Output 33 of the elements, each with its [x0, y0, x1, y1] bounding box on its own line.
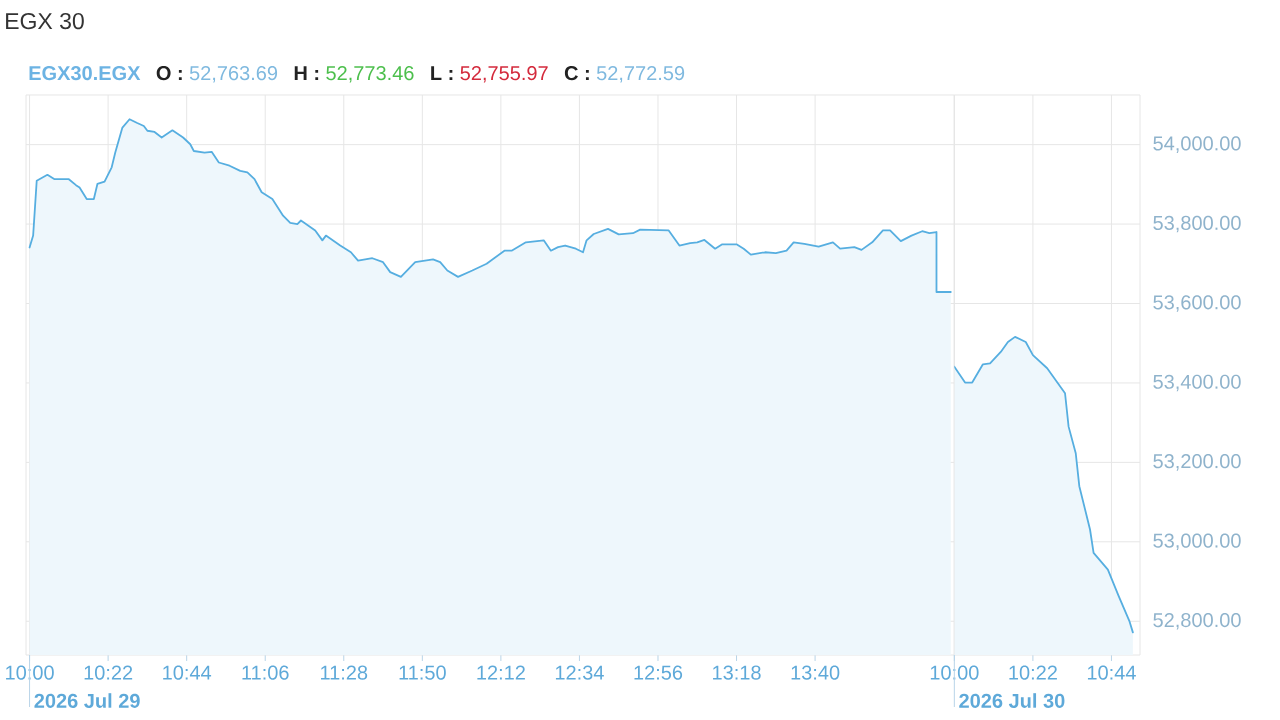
x-tick-label: 10:22: [1009, 665, 1057, 680]
chart-title: EGX 30: [6, 12, 84, 30]
text: 52,773.46: [326, 66, 414, 83]
y-tick-label: 53,800.00: [1153, 215, 1241, 233]
text: O :: [156, 66, 182, 81]
text: 2026 Jul 30: [959, 693, 1065, 708]
x-tick-label: 12:12: [477, 665, 525, 680]
x-tick-label: 13:18: [713, 665, 761, 680]
text: L :: [431, 66, 453, 80]
x-tick-label: 10:22: [84, 665, 133, 680]
x-tick-label: 13:40: [791, 665, 840, 680]
text: C :: [564, 66, 589, 81]
x-tick-label: 11:50: [399, 665, 446, 680]
y-tick-label: 53,400.00: [1153, 374, 1241, 392]
x-tick-label: 10:44: [163, 665, 212, 680]
y-tick-label: 54,000.00: [1153, 136, 1241, 153]
x-tick-label: 11:28: [321, 665, 368, 680]
y-tick-label: 53,200.00: [1153, 454, 1241, 471]
y-tick-label: 53,600.00: [1153, 295, 1241, 312]
x-tick-label: 10:00: [6, 665, 54, 680]
y-tick-label: 52,800.00: [1153, 612, 1241, 630]
text: 52,755.97: [460, 66, 548, 83]
text: 2026 Jul 29: [34, 693, 140, 708]
text: 52,772.59: [596, 66, 685, 83]
x-tick-label: 12:34: [555, 665, 604, 680]
y-tick-label: 53,000.00: [1153, 533, 1241, 551]
x-tick-label: 10:44: [1087, 665, 1136, 680]
x-tick-label: 12:56: [634, 665, 683, 680]
text: H :: [294, 66, 319, 80]
text: EGX30.EGX: [29, 66, 141, 81]
x-tick-label: 11:06: [242, 665, 289, 680]
text: 52,763.69: [189, 66, 278, 83]
x-tick-label: 10:00: [930, 665, 979, 680]
